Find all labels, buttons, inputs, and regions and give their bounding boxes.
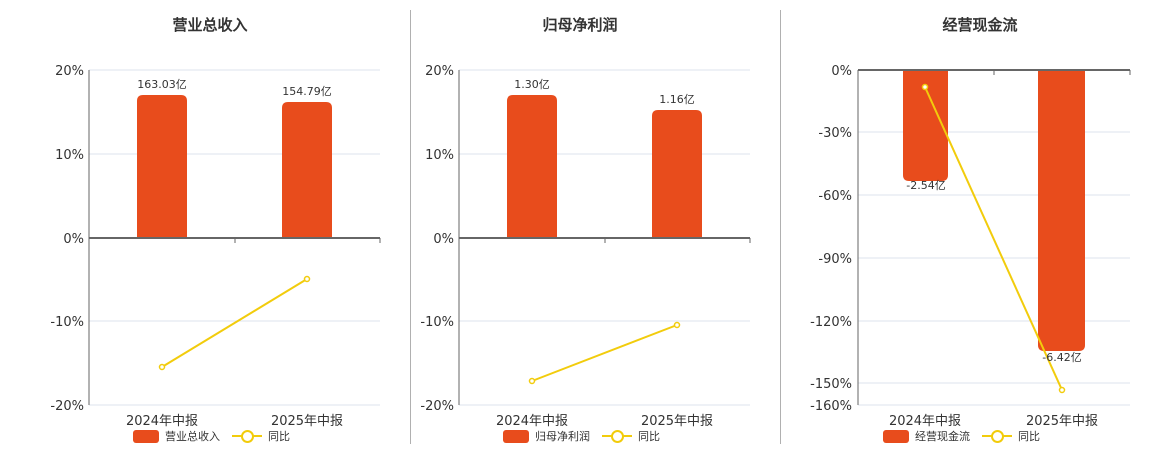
chart-panel-operating-cash-flow: 经营现金流 0% -30% -60% -90% -120% -150% -160… [770,0,1160,450]
legend-line-label: 同比 [1018,430,1040,443]
chart-plot [88,69,381,406]
svg-text:-20%: -20% [50,399,84,414]
chart-text: 20% 10% 0% -10% -20% 1.30亿 1.16亿 2024年中报… [420,64,713,429]
svg-text:-60%: -60% [818,189,852,204]
svg-text:0%: 0% [63,232,84,247]
chart-plot [458,69,751,406]
legend-line-marker-icon [982,429,1012,443]
legend-bar-label: 归母净利润 [535,430,590,443]
bar-2024 [137,95,187,238]
chart-text: 0% -30% -60% -90% -120% -150% -160% -2.5… [810,64,1098,429]
svg-text:20%: 20% [425,64,454,79]
chart-legend[interactable]: 营业总收入 同比 [133,428,290,444]
legend-line-label: 同比 [638,430,660,443]
svg-text:2024年中报: 2024年中报 [496,414,568,429]
svg-text:2025年中报: 2025年中报 [271,414,343,429]
svg-text:-10%: -10% [50,315,84,330]
svg-text:2025年中报: 2025年中报 [1026,414,1098,429]
svg-text:-10%: -10% [420,315,454,330]
legend-line-marker-icon [232,429,262,443]
svg-text:163.03亿: 163.03亿 [137,78,187,91]
svg-text:2025年中报: 2025年中报 [641,414,713,429]
svg-text:-120%: -120% [810,315,852,330]
chart-panel-net-profit: 归母净利润 20% 10% 0% -10% -20% 1.30亿 1.16亿 2… [370,0,780,450]
svg-text:2024年中报: 2024年中报 [889,414,961,429]
chart-title: 营业总收入 [172,16,248,34]
chart-legend[interactable]: 经营现金流 同比 [883,428,1040,444]
legend-bar-label: 营业总收入 [165,430,220,443]
svg-text:0%: 0% [831,64,852,79]
legend-bar-swatch-icon [883,429,909,443]
svg-text:1.16亿: 1.16亿 [659,93,695,106]
bar-2025 [1038,70,1085,351]
svg-text:2024年中报: 2024年中报 [126,414,198,429]
legend-bar-swatch-icon [503,429,529,443]
legend-bar-swatch-icon [133,429,159,443]
svg-text:0%: 0% [433,232,454,247]
panel-divider [780,10,781,444]
svg-text:154.79亿: 154.79亿 [282,85,332,98]
chart-text: 20% 10% 0% -10% -20% 163.03亿 154.79亿 202… [50,64,343,429]
svg-text:10%: 10% [425,148,454,163]
svg-text:-20%: -20% [420,399,454,414]
bar-2025 [652,110,702,238]
chart-plot [857,69,1131,406]
bar-2024 [507,95,557,238]
svg-text:-2.54亿: -2.54亿 [906,179,945,192]
bar-2025 [282,102,332,238]
chart-title: 经营现金流 [942,16,1018,34]
legend-line-marker-icon [602,429,632,443]
svg-text:-150%: -150% [810,377,852,392]
svg-text:-30%: -30% [818,126,852,141]
svg-text:-6.42亿: -6.42亿 [1042,351,1081,364]
svg-text:-160%: -160% [810,399,852,414]
legend-line-label: 同比 [268,430,290,443]
svg-text:-90%: -90% [818,252,852,267]
legend-bar-label: 经营现金流 [915,430,970,443]
svg-text:1.30亿: 1.30亿 [514,78,550,91]
panel-divider [410,10,411,444]
chart-title: 归母净利润 [542,16,618,34]
svg-text:10%: 10% [55,148,84,163]
bar-2024 [903,70,948,181]
svg-text:20%: 20% [55,64,84,79]
chart-legend[interactable]: 归母净利润 同比 [503,428,660,444]
chart-panel-revenue: 营业总收入 20% 10% 0% -10% -20% 163.03亿 154.7… [0,0,410,450]
